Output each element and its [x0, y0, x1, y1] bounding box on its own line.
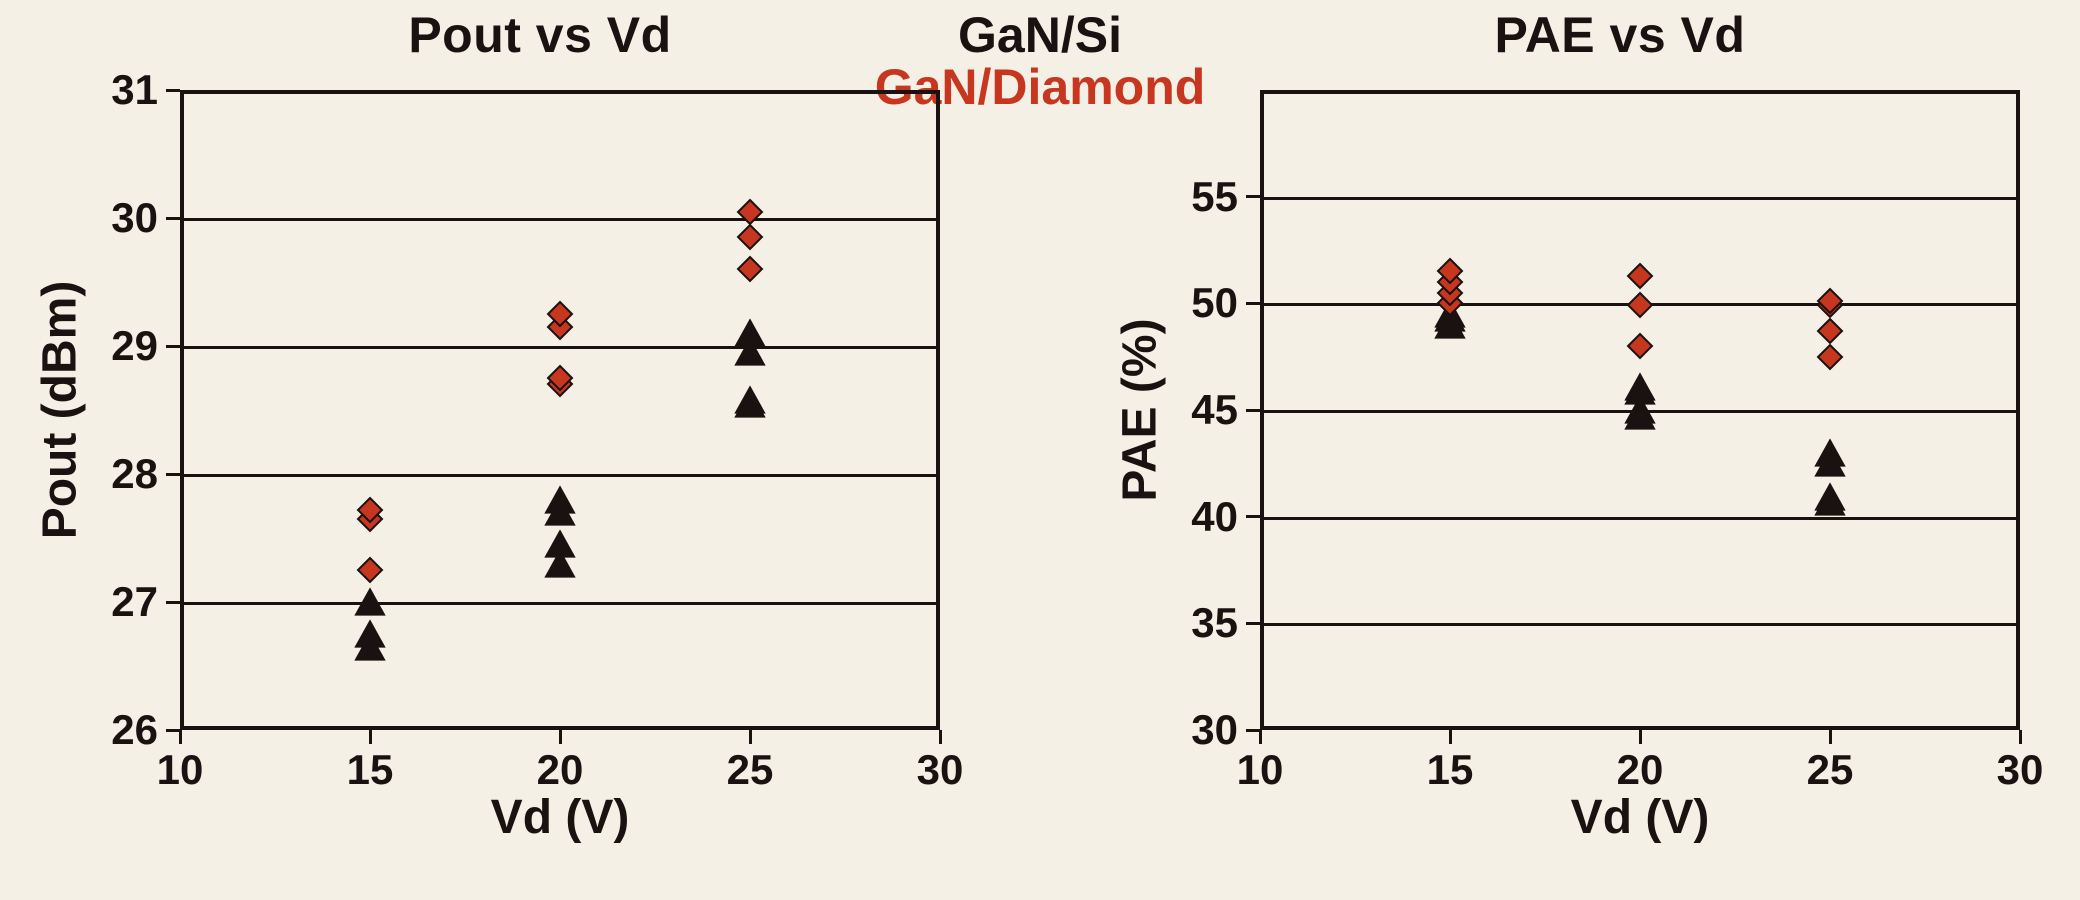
gridline	[180, 474, 940, 477]
y-tick	[166, 345, 180, 348]
y-tick	[166, 601, 180, 604]
x-tick-label: 15	[1427, 746, 1474, 794]
gridline	[180, 346, 940, 349]
y-tick	[166, 729, 180, 732]
panel-title-pout: Pout vs Vd	[408, 6, 671, 64]
x-tick	[559, 730, 562, 744]
ylabel-pae: PAE (%)	[1113, 318, 1168, 501]
data-marker-gan_si	[1816, 485, 1844, 510]
data-marker-gan_diamond	[358, 498, 382, 522]
y-tick	[166, 89, 180, 92]
gridline	[1260, 623, 2020, 626]
x-tick-label: 30	[917, 746, 964, 794]
y-tick-label: 35	[1191, 599, 1238, 647]
x-tick	[2019, 730, 2022, 744]
data-marker-gan_diamond	[738, 225, 762, 249]
data-marker-gan_diamond	[738, 200, 762, 224]
data-marker-gan_si	[356, 621, 384, 646]
y-tick	[1246, 409, 1260, 412]
x-tick-label: 10	[1237, 746, 1284, 794]
gridline	[1260, 197, 2020, 200]
figure-page: { "canvas": { "width": 2080, "height": 9…	[0, 0, 2080, 900]
x-tick-label: 30	[1997, 746, 2044, 794]
xlabel-pout: Vd (V)	[491, 790, 630, 845]
x-tick-label: 20	[537, 746, 584, 794]
plot-border	[180, 90, 940, 730]
x-tick	[1449, 730, 1452, 744]
x-tick	[1639, 730, 1642, 744]
gridline	[1260, 517, 2020, 520]
y-tick	[166, 473, 180, 476]
data-marker-gan_si	[546, 532, 574, 557]
data-marker-gan_si	[736, 387, 764, 412]
data-marker-gan_diamond	[1628, 334, 1652, 358]
data-marker-gan_si	[1626, 374, 1654, 399]
data-marker-gan_diamond	[1628, 264, 1652, 288]
x-tick-label: 15	[347, 746, 394, 794]
y-tick	[1246, 729, 1260, 732]
gridline	[180, 218, 940, 221]
y-tick-label: 28	[111, 450, 158, 498]
x-tick	[1259, 730, 1262, 744]
data-marker-gan_diamond	[1818, 345, 1842, 369]
y-tick-label: 30	[1191, 706, 1238, 754]
y-tick	[1246, 515, 1260, 518]
y-tick-label: 40	[1191, 493, 1238, 541]
data-marker-gan_diamond	[358, 558, 382, 582]
xlabel-pae: Vd (V)	[1571, 790, 1710, 845]
y-tick-label: 26	[111, 706, 158, 754]
y-tick-label: 27	[111, 578, 158, 626]
x-tick-label: 10	[157, 746, 204, 794]
data-marker-gan_si	[356, 589, 384, 614]
x-tick-label: 20	[1617, 746, 1664, 794]
x-tick	[939, 730, 942, 744]
y-tick	[1246, 195, 1260, 198]
y-tick	[1246, 622, 1260, 625]
panel-title-pae: PAE vs Vd	[1495, 6, 1746, 64]
x-tick-label: 25	[727, 746, 774, 794]
plot-pae: 1015202530303540455055	[1260, 90, 2020, 730]
data-marker-gan_si	[546, 487, 574, 512]
data-marker-gan_diamond	[1628, 293, 1652, 317]
data-marker-gan_si	[1816, 440, 1844, 465]
x-tick	[1829, 730, 1832, 744]
y-tick-label: 29	[111, 322, 158, 370]
y-tick-label: 45	[1191, 386, 1238, 434]
gridline	[180, 602, 940, 605]
data-marker-gan_diamond	[548, 366, 572, 390]
data-marker-gan_si	[736, 321, 764, 346]
data-marker-gan_diamond	[548, 302, 572, 326]
plot-pout: 1015202530262728293031	[180, 90, 940, 730]
legend-item-gan-si: GaN/Si	[958, 6, 1122, 64]
x-tick	[749, 730, 752, 744]
y-tick	[166, 217, 180, 220]
x-tick	[179, 730, 182, 744]
x-tick-label: 25	[1807, 746, 1854, 794]
x-tick	[369, 730, 372, 744]
y-tick-label: 50	[1191, 279, 1238, 327]
y-tick-label: 55	[1191, 173, 1238, 221]
y-tick-label: 31	[111, 66, 158, 114]
ylabel-pout: Pout (dBm)	[33, 281, 88, 540]
y-tick	[1246, 302, 1260, 305]
data-marker-gan_diamond	[1818, 289, 1842, 313]
data-marker-gan_diamond	[1438, 259, 1462, 283]
data-marker-gan_diamond	[738, 257, 762, 281]
data-marker-gan_diamond	[1818, 319, 1842, 343]
y-tick-label: 30	[111, 194, 158, 242]
